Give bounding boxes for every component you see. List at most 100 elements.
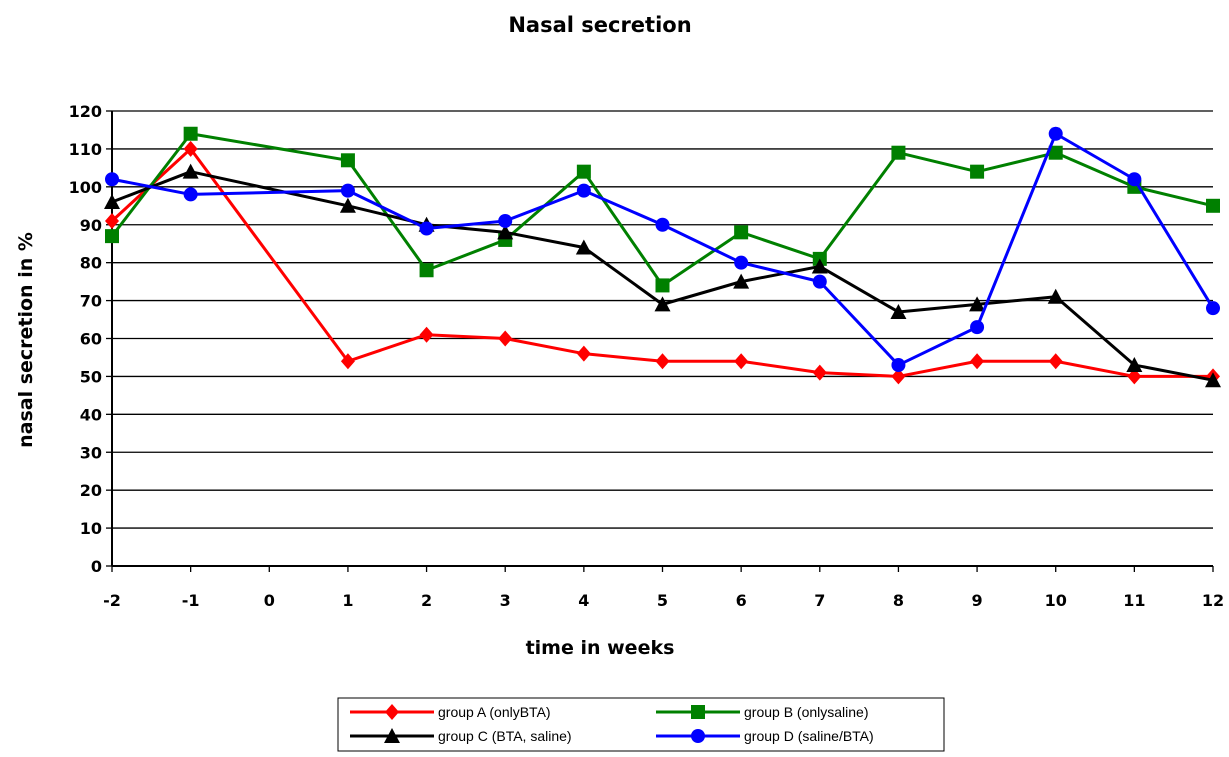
legend-item: group C (BTA, saline)	[350, 728, 572, 744]
y-tick-label: 10	[80, 519, 102, 538]
legend-marker	[384, 728, 400, 743]
y-tick-label: 0	[91, 557, 102, 576]
legend-item: group D (saline/BTA)	[656, 728, 874, 744]
y-tick-label: 110	[69, 140, 102, 159]
data-point	[734, 225, 749, 240]
y-tick-label: 60	[80, 330, 102, 349]
data-point	[575, 239, 592, 255]
data-point	[891, 368, 906, 385]
data-point	[182, 163, 199, 179]
data-point	[812, 274, 827, 289]
x-tick-label: 6	[736, 591, 747, 610]
legend-label: group A (onlyBTA)	[438, 704, 551, 720]
data-point	[891, 145, 906, 160]
y-tick-label: 80	[80, 254, 102, 273]
series-line	[111, 132, 1215, 367]
data-point	[890, 303, 907, 319]
series-line	[110, 132, 1214, 287]
data-point	[812, 364, 827, 381]
data-point	[183, 126, 198, 141]
data-point	[105, 229, 119, 244]
legend-marker	[385, 704, 399, 720]
data-point	[655, 278, 670, 293]
data-point	[970, 164, 985, 179]
data-point	[340, 183, 355, 198]
legend-box	[337, 697, 945, 752]
x-tick-label: 10	[1045, 591, 1067, 610]
legend-label: group D (saline/BTA)	[744, 728, 874, 744]
x-tick-label: 0	[264, 591, 275, 610]
x-tick-label: 12	[1202, 591, 1224, 610]
y-axis-ticks: 0 10 20 30 40 50 60 70 80 90 100 110 120	[69, 102, 112, 576]
data-point	[498, 330, 513, 347]
y-tick-label: 120	[69, 102, 102, 121]
data-point	[1047, 288, 1064, 304]
data-point	[498, 213, 513, 228]
data-point	[497, 224, 514, 240]
data-point	[655, 217, 670, 232]
x-tick-label: -1	[182, 591, 200, 610]
data-point	[339, 197, 356, 213]
data-point	[733, 273, 750, 289]
x-axis-ticks: -2 -1 0 1 2 3 4 5 6 7 8 9 10 11 12	[103, 566, 1224, 610]
legend-label: group C (BTA, saline)	[438, 728, 572, 744]
data-point	[419, 326, 434, 343]
data-point	[105, 212, 119, 229]
x-tick-label: 4	[578, 591, 589, 610]
x-tick-label: -2	[103, 591, 121, 610]
series-layer	[104, 126, 1221, 388]
data-point	[1206, 198, 1220, 213]
data-point	[576, 345, 591, 362]
data-point	[183, 140, 198, 157]
y-tick-label: 70	[80, 292, 102, 311]
series-1	[105, 140, 1220, 385]
y-axis-title: nasal secretion in %	[15, 232, 37, 448]
data-point	[104, 194, 120, 209]
data-point	[970, 320, 985, 335]
data-point	[576, 164, 591, 179]
chart-title: Nasal secretion	[508, 13, 691, 37]
data-point	[340, 353, 355, 370]
data-point	[891, 358, 906, 373]
x-axis-title: time in weeks	[526, 637, 675, 659]
data-point	[183, 187, 198, 202]
data-point	[734, 353, 749, 370]
legend-item: group B (onlysaline)	[656, 704, 869, 720]
legend-marker	[691, 705, 705, 719]
data-point	[1127, 368, 1142, 385]
y-tick-label: 90	[80, 216, 102, 235]
data-point	[1206, 301, 1220, 316]
data-point	[1048, 126, 1063, 141]
data-point	[654, 296, 671, 312]
x-tick-label: 1	[342, 591, 353, 610]
data-point	[969, 296, 986, 312]
data-point	[419, 221, 434, 236]
data-point	[105, 172, 119, 187]
data-point	[576, 183, 591, 198]
y-tick-label: 50	[80, 367, 102, 386]
legend-item: group A (onlyBTA)	[350, 704, 551, 720]
data-point	[1205, 372, 1221, 388]
y-tick-label: 30	[80, 443, 102, 462]
x-tick-label: 5	[657, 591, 668, 610]
x-tick-label: 2	[421, 591, 432, 610]
legend: group A (onlyBTA) group B (onlysaline) gro…	[337, 697, 945, 752]
data-point	[419, 263, 434, 278]
data-point	[970, 353, 985, 370]
data-point	[734, 255, 749, 270]
y-tick-label: 20	[80, 481, 102, 500]
data-point	[1048, 145, 1063, 160]
data-point	[1127, 172, 1142, 187]
data-point	[1126, 357, 1143, 373]
x-tick-label: 11	[1123, 591, 1145, 610]
series-4	[105, 126, 1220, 373]
data-point	[811, 258, 828, 274]
y-tick-label: 100	[69, 178, 102, 197]
series-3	[104, 163, 1221, 388]
data-point	[655, 353, 670, 370]
x-tick-label: 9	[972, 591, 983, 610]
gridlines	[112, 110, 1213, 529]
x-tick-label: 8	[893, 591, 904, 610]
data-point	[340, 153, 355, 168]
